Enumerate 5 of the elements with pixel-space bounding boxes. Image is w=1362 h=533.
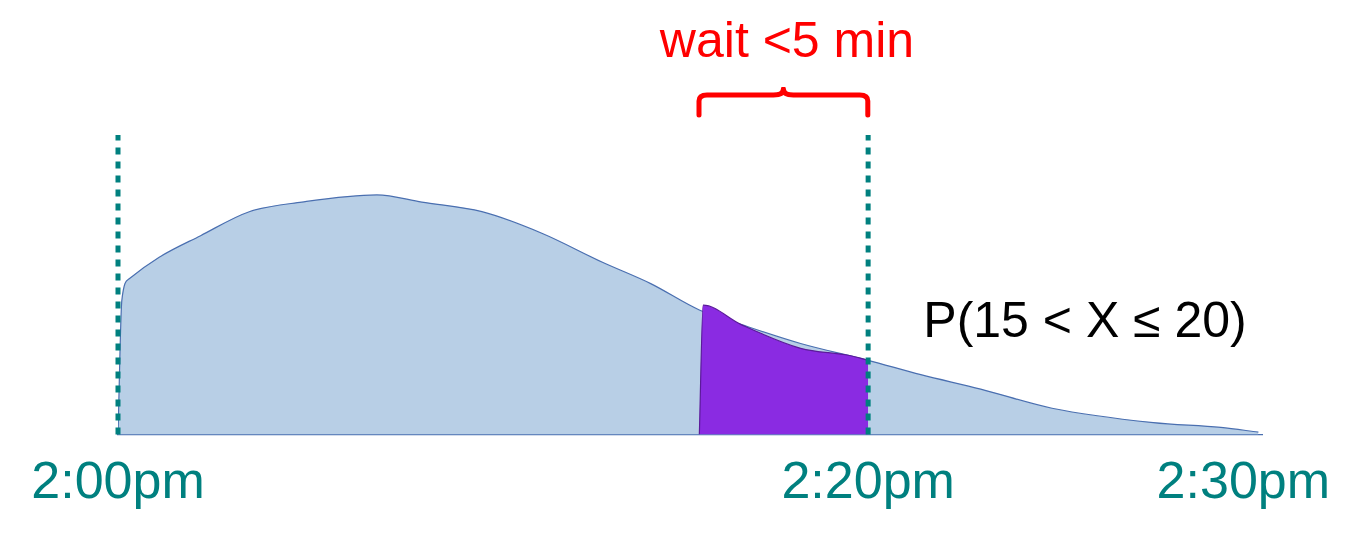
x-tick-label: 2:30pm [1156, 451, 1331, 510]
x-tick-label: 2:00pm [31, 451, 205, 510]
annotation: P(15 < X ≤ 20) [923, 292, 1247, 348]
x-tick-label: 2:20pm [781, 451, 955, 510]
text: wait <5 min [659, 12, 915, 68]
